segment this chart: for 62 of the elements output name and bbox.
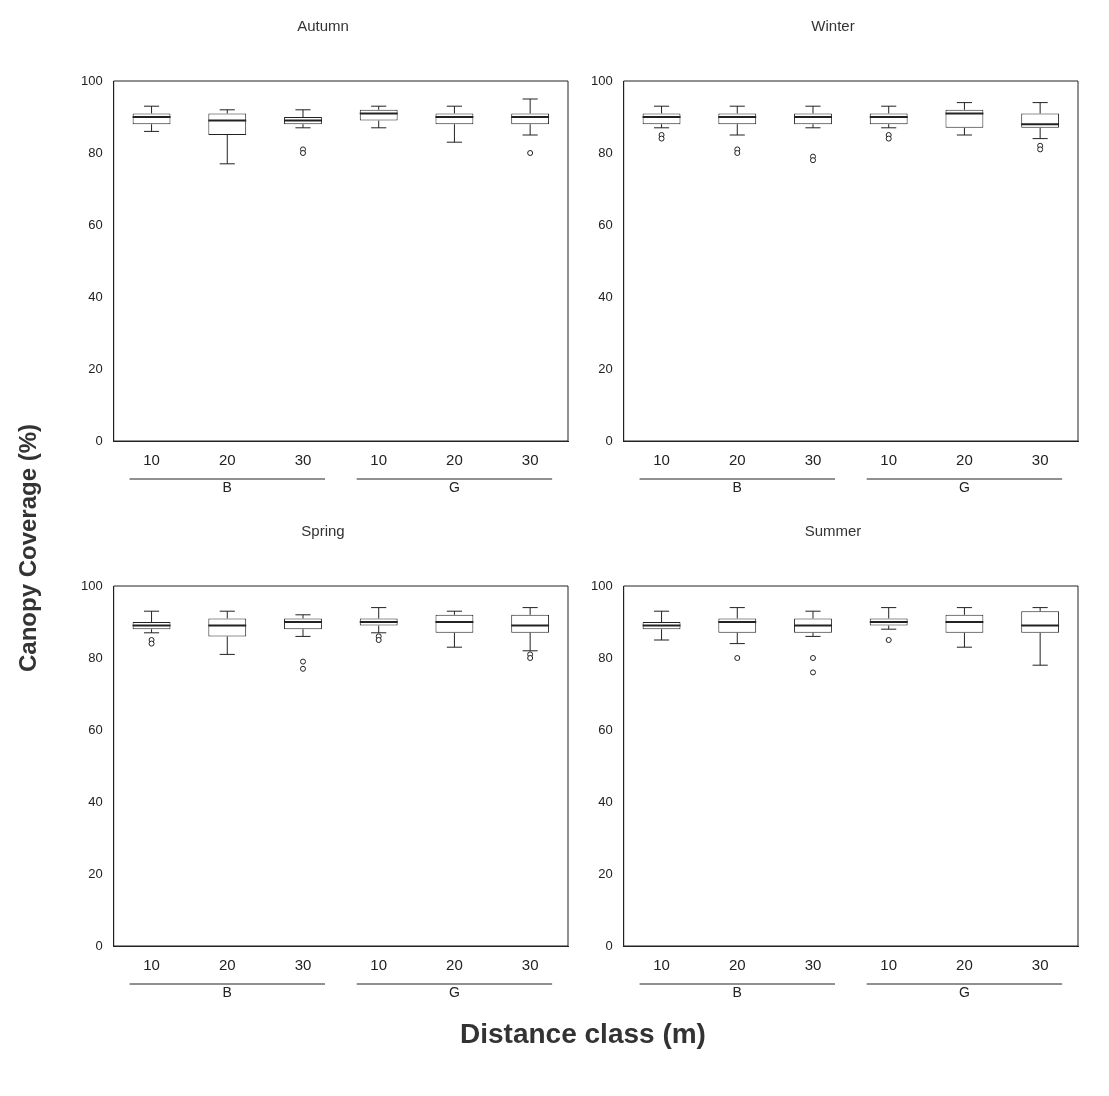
y-tick-label: 60 — [88, 721, 103, 737]
x-tick-label: 10 — [370, 956, 388, 974]
y-tick-label: 0 — [95, 937, 103, 953]
y-tick-label: 60 — [88, 216, 103, 232]
chart-title: Summer — [804, 522, 862, 540]
x-tick-label: 10 — [653, 956, 670, 974]
x-tick-label: 20 — [956, 956, 973, 974]
x-tick-label: 10 — [880, 956, 898, 974]
x-tick-label: 20 — [728, 956, 746, 974]
y-tick-label: 40 — [88, 288, 103, 304]
y-tick-label: 60 — [598, 216, 613, 232]
chart-title: Autumn — [297, 17, 349, 35]
y-tick-label: 20 — [598, 865, 613, 881]
text: G — [958, 983, 970, 1000]
x-tick-label: 20 — [446, 956, 463, 974]
y-axis-title: Canopy Coverage (%) — [14, 423, 42, 673]
text: B — [732, 983, 742, 1000]
text: B — [732, 478, 742, 495]
chart-title: Spring — [301, 522, 345, 540]
x-tick-label: 30 — [1031, 956, 1049, 974]
y-tick-label: 20 — [88, 360, 103, 376]
x-tick-label: 20 — [728, 451, 746, 469]
y-tick-label: 0 — [605, 432, 613, 448]
x-tick-label: 30 — [804, 451, 822, 469]
y-tick-label: 20 — [598, 360, 613, 376]
y-tick-label: 60 — [598, 721, 613, 737]
x-tick-label: 30 — [294, 451, 312, 469]
x-tick-label: 20 — [218, 956, 236, 974]
text: G — [958, 478, 970, 495]
x-tick-label: 30 — [294, 956, 312, 974]
text: B — [222, 478, 232, 495]
x-tick-label: 10 — [880, 451, 898, 469]
x-tick-label: 10 — [653, 451, 670, 469]
y-tick-label: 100 — [80, 72, 103, 88]
y-tick-label: 80 — [88, 649, 103, 665]
y-tick-label: 100 — [80, 577, 103, 593]
x-tick-label: 20 — [446, 451, 463, 469]
y-tick-label: 100 — [590, 577, 613, 593]
text: B — [222, 983, 232, 1000]
x-tick-label: 20 — [218, 451, 236, 469]
x-tick-label: 30 — [804, 956, 822, 974]
x-tick-label: 10 — [143, 451, 160, 469]
y-tick-label: 40 — [598, 288, 613, 304]
y-tick-label: 80 — [88, 144, 103, 160]
x-tick-label: 30 — [521, 956, 539, 974]
x-axis-title: Distance class (m) — [459, 1018, 707, 1050]
x-tick-label: 10 — [370, 451, 388, 469]
y-tick-label: 0 — [95, 432, 103, 448]
y-tick-label: 80 — [598, 144, 613, 160]
y-tick-label: 40 — [598, 793, 613, 809]
y-tick-label: 100 — [590, 72, 613, 88]
chart-title: Winter — [811, 17, 855, 35]
text: G — [448, 983, 460, 1000]
x-tick-label: 10 — [143, 956, 160, 974]
y-tick-label: 20 — [88, 865, 103, 881]
y-tick-label: 80 — [598, 649, 613, 665]
text: G — [448, 478, 460, 495]
x-tick-label: 30 — [1031, 451, 1049, 469]
x-tick-label: 20 — [956, 451, 973, 469]
y-tick-label: 0 — [605, 937, 613, 953]
x-tick-label: 30 — [521, 451, 539, 469]
y-tick-label: 40 — [88, 793, 103, 809]
